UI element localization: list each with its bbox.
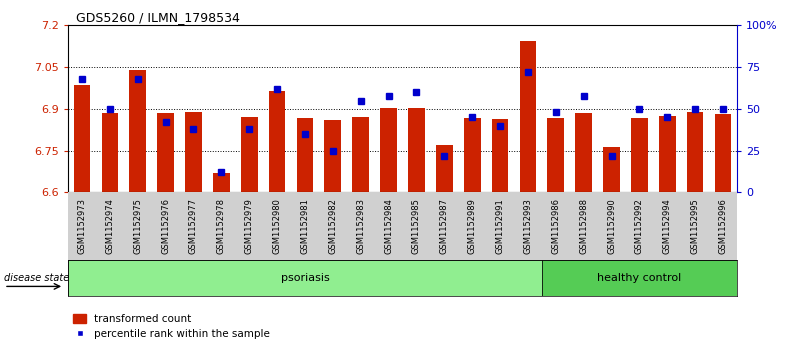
Text: GDS5260 / ILMN_1798534: GDS5260 / ILMN_1798534 <box>76 11 240 24</box>
Text: GSM1152983: GSM1152983 <box>356 198 365 254</box>
Text: GSM1152986: GSM1152986 <box>551 198 560 254</box>
Bar <box>68 260 541 296</box>
Bar <box>408 107 425 192</box>
Text: GSM1152981: GSM1152981 <box>300 198 309 254</box>
Text: GSM1152984: GSM1152984 <box>384 198 393 254</box>
Text: GSM1152974: GSM1152974 <box>106 198 115 254</box>
Bar <box>714 114 731 192</box>
Bar <box>603 147 620 192</box>
Bar <box>492 119 509 192</box>
Text: GSM1152994: GSM1152994 <box>662 198 672 253</box>
Bar <box>575 113 592 192</box>
Bar <box>541 260 737 296</box>
Text: GSM1152990: GSM1152990 <box>607 198 616 253</box>
Text: GSM1152992: GSM1152992 <box>635 198 644 253</box>
Bar <box>659 116 675 192</box>
Bar <box>520 41 537 192</box>
Bar <box>464 118 481 192</box>
Bar <box>213 173 230 192</box>
Text: GSM1152985: GSM1152985 <box>412 198 421 254</box>
Bar <box>352 117 369 192</box>
Text: GSM1152976: GSM1152976 <box>161 198 170 254</box>
Bar <box>102 113 119 192</box>
Text: disease state: disease state <box>4 273 69 283</box>
Text: GSM1152975: GSM1152975 <box>133 198 143 254</box>
Text: GSM1152991: GSM1152991 <box>496 198 505 253</box>
Text: GSM1152996: GSM1152996 <box>718 198 727 254</box>
Text: GSM1152982: GSM1152982 <box>328 198 337 254</box>
Bar <box>547 118 564 192</box>
Text: GSM1152977: GSM1152977 <box>189 198 198 254</box>
Bar <box>686 112 703 192</box>
Text: psoriasis: psoriasis <box>280 273 329 283</box>
Bar <box>631 118 648 192</box>
Bar <box>269 91 285 192</box>
Bar <box>241 117 258 192</box>
Bar <box>157 113 174 192</box>
Bar <box>436 145 453 192</box>
Bar <box>380 107 397 192</box>
Text: GSM1152995: GSM1152995 <box>690 198 699 253</box>
Text: GSM1152989: GSM1152989 <box>468 198 477 254</box>
Text: GSM1152980: GSM1152980 <box>272 198 282 254</box>
Bar <box>74 85 91 192</box>
Text: GSM1152987: GSM1152987 <box>440 198 449 254</box>
Text: GSM1152973: GSM1152973 <box>78 198 87 254</box>
Bar <box>324 120 341 192</box>
Bar <box>296 118 313 192</box>
Text: GSM1152979: GSM1152979 <box>245 198 254 254</box>
Bar <box>185 112 202 192</box>
Legend: transformed count, percentile rank within the sample: transformed count, percentile rank withi… <box>74 314 270 339</box>
Text: GSM1152993: GSM1152993 <box>523 198 533 254</box>
Text: healthy control: healthy control <box>598 273 682 283</box>
Bar <box>130 70 146 192</box>
Text: GSM1152988: GSM1152988 <box>579 198 588 254</box>
Text: GSM1152978: GSM1152978 <box>217 198 226 254</box>
